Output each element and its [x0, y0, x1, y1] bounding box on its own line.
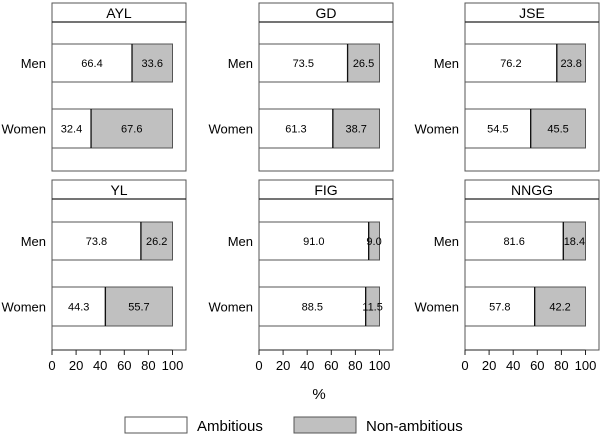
- bar-non-ambitious: [104, 286, 173, 327]
- data-label-non-ambitious: 67.6: [121, 124, 142, 136]
- data-label-ambitious: 91.0: [303, 236, 324, 248]
- data-label-ambitious: 61.3: [285, 124, 306, 136]
- x-tick-label: 20: [482, 358, 496, 373]
- bar-non-ambitious: [131, 43, 173, 83]
- data-label-non-ambitious: 23.8: [560, 58, 581, 70]
- category-label: Women: [1, 300, 46, 315]
- category-label: Men: [228, 234, 253, 249]
- x-tick-label: 0: [48, 358, 55, 373]
- category-label: Men: [434, 234, 459, 249]
- x-tick-label: 100: [162, 358, 184, 373]
- panel-title: NNGG: [511, 182, 553, 198]
- data-label-non-ambitious: 11.5: [362, 302, 383, 314]
- data-label-non-ambitious: 9.0: [366, 236, 381, 248]
- x-tick-label: 60: [117, 358, 131, 373]
- x-tick-label: 100: [575, 358, 597, 373]
- bar-non-ambitious: [347, 43, 381, 83]
- category-label: Women: [414, 122, 459, 137]
- panel-yl: YL Men 73.8 26.2 Women 44.3 55.7 0 20 40 60 80 100: [1, 179, 187, 373]
- x-tick-label: 80: [141, 358, 155, 373]
- panel-title: AYL: [106, 5, 132, 21]
- bar-non-ambitious: [530, 108, 586, 149]
- data-label-non-ambitious: 45.5: [547, 124, 568, 136]
- legend-label-ambitious: Ambitious: [197, 418, 263, 434]
- panel-fig: FIG Men 91.0 9.0 Women 88.5 11.5 0 20 40 60 80 100: [208, 179, 394, 373]
- x-tick-label: 40: [93, 358, 107, 373]
- data-label-non-ambitious: 26.2: [146, 236, 167, 248]
- data-label-ambitious: 73.5: [293, 58, 314, 70]
- bar-ambitious: [51, 108, 92, 149]
- legend-swatch-ambitious: [124, 416, 188, 434]
- data-label-non-ambitious: 18.4: [564, 236, 585, 248]
- x-tick-label: 40: [300, 358, 314, 373]
- category-label: Men: [21, 234, 46, 249]
- panel-title: JSE: [519, 5, 545, 21]
- x-tick-label: 100: [369, 358, 391, 373]
- x-tick-label: 60: [530, 358, 544, 373]
- category-label: Men: [434, 56, 459, 71]
- x-tick-label: 20: [69, 358, 83, 373]
- category-label: Women: [1, 122, 46, 137]
- bar-ambitious: [464, 43, 558, 83]
- bar-non-ambitious: [90, 108, 173, 149]
- category-label: Men: [228, 56, 253, 71]
- data-label-ambitious: 66.4: [81, 58, 102, 70]
- panel-nngg: NNGG Men 81.6 18.4 Women 57.8 42.2 0 20 40 60 80 100: [414, 179, 600, 373]
- category-label: Women: [414, 300, 459, 315]
- category-label: Women: [208, 122, 253, 137]
- data-label-ambitious: 32.4: [61, 124, 82, 136]
- panel-jse: JSE Men 76.2 23.8 Women 54.5 45.5: [414, 2, 600, 172]
- x-tick-label: 80: [348, 358, 362, 373]
- bar-ambitious: [258, 108, 334, 149]
- panel-gd: GD Men 73.5 26.5 Women 61.3 38.7: [208, 2, 394, 172]
- panel-ayl: AYL Men 66.4 33.6 Women 32.4 67.6: [1, 2, 187, 172]
- bar-ambitious: [51, 221, 142, 261]
- data-label-ambitious: 54.5: [487, 124, 508, 136]
- panel-title: GD: [316, 5, 337, 21]
- bar-non-ambitious: [140, 221, 173, 261]
- category-label: Men: [21, 56, 46, 71]
- x-tick-label: 60: [324, 358, 338, 373]
- x-tick-label: 80: [554, 358, 568, 373]
- bar-ambitious: [464, 108, 532, 149]
- x-tick-label: 0: [255, 358, 262, 373]
- panel-title: FIG: [314, 182, 337, 198]
- bar-non-ambitious: [556, 43, 586, 83]
- data-label-ambitious: 76.2: [500, 58, 521, 70]
- legend-swatch-non-ambitious: [293, 416, 357, 434]
- data-label-ambitious: 88.5: [302, 302, 323, 314]
- legend: Ambitious Non-ambitious: [124, 416, 463, 435]
- bar-ambitious: [51, 286, 106, 327]
- bar-non-ambitious: [332, 108, 380, 149]
- legend-label-non-ambitious: Non-ambitious: [366, 418, 463, 434]
- bar-ambitious: [258, 286, 367, 327]
- data-label-ambitious: 73.8: [86, 236, 107, 248]
- data-label-non-ambitious: 55.7: [128, 302, 149, 314]
- data-label-ambitious: 57.8: [489, 302, 510, 314]
- data-label-non-ambitious: 38.7: [345, 124, 366, 136]
- data-label-non-ambitious: 33.6: [142, 58, 163, 70]
- x-tick-label: 20: [276, 358, 290, 373]
- panel-title: YL: [110, 182, 127, 198]
- data-label-non-ambitious: 26.5: [353, 58, 374, 70]
- x-tick-label: 40: [506, 358, 520, 373]
- data-label-non-ambitious: 42.2: [549, 302, 570, 314]
- data-label-ambitious: 81.6: [503, 236, 524, 248]
- bar-ambitious: [464, 286, 536, 327]
- x-axis-label: %: [312, 386, 325, 403]
- category-label: Women: [208, 300, 253, 315]
- bar-ambitious: [258, 221, 370, 261]
- x-tick-label: 0: [461, 358, 468, 373]
- bar-ambitious: [51, 43, 133, 83]
- data-label-ambitious: 44.3: [68, 302, 89, 314]
